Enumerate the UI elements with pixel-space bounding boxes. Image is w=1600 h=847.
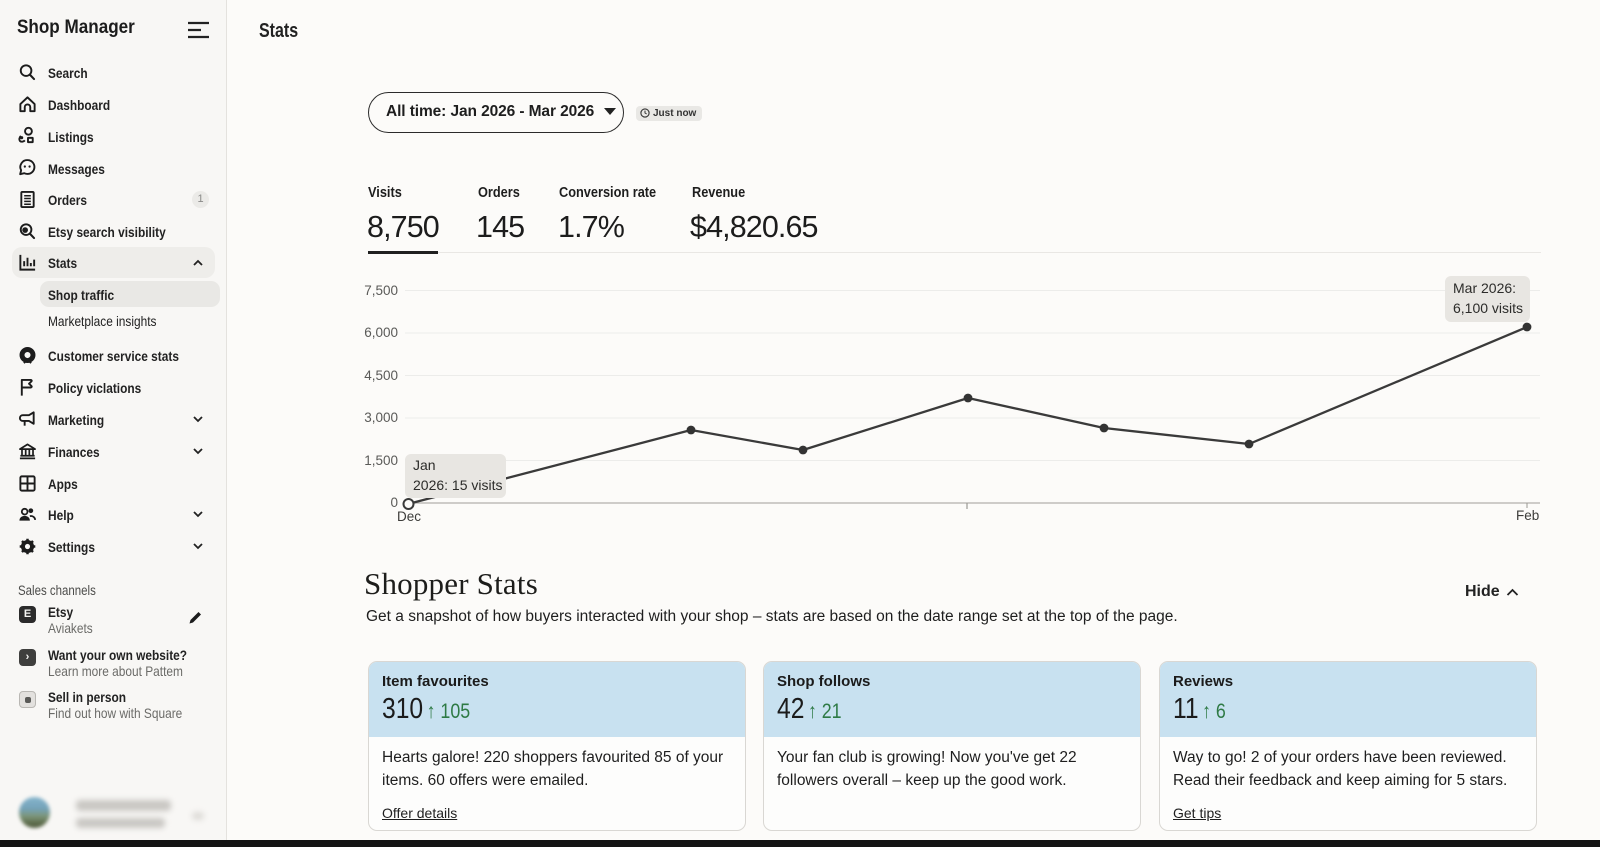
svg-text:7,500: 7,500 [364, 283, 398, 298]
svg-text:0: 0 [390, 495, 398, 510]
svg-text:Mar 2026:: Mar 2026: [1453, 280, 1516, 296]
svg-text:6,100 visits: 6,100 visits [1453, 300, 1523, 316]
svg-text:4,500: 4,500 [364, 368, 398, 383]
svg-text:2026: 15 visits: 2026: 15 visits [413, 477, 503, 493]
svg-text:Dec: Dec [397, 509, 421, 524]
svg-text:Jan: Jan [413, 457, 436, 473]
svg-text:3,000: 3,000 [364, 410, 398, 425]
svg-text:6,000: 6,000 [364, 325, 398, 340]
svg-text:Feb: Feb [1516, 508, 1539, 523]
svg-text:1,500: 1,500 [364, 453, 398, 468]
